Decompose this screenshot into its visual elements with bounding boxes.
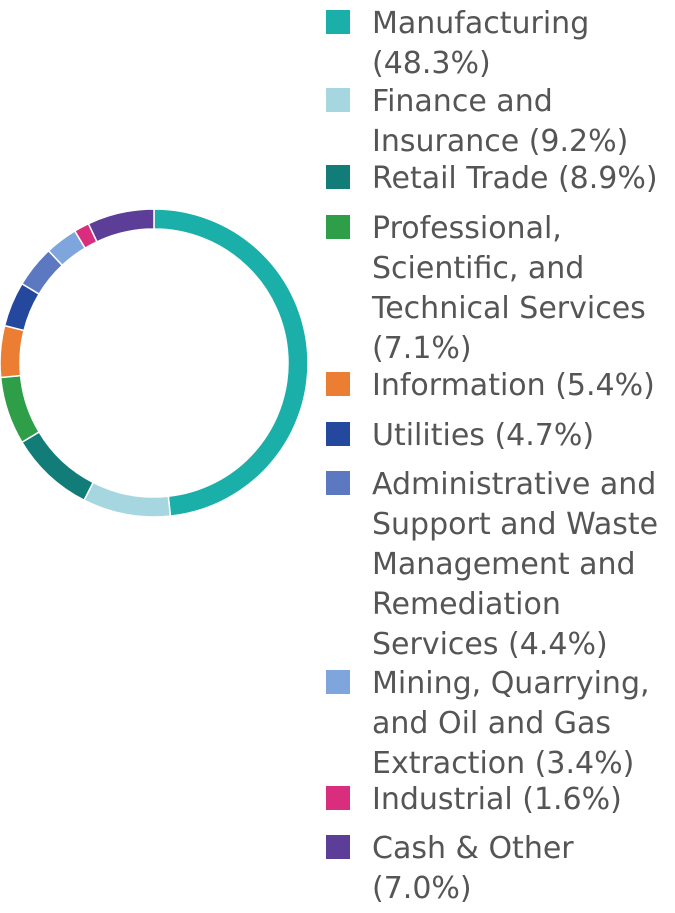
legend-label-manufacturing: Manufacturing (48.3%) [372,6,590,81]
legend-label-administrative-and-support: Administrative and Support and Waste Man… [372,467,659,662]
legend-label-professional-scientific-technical: Professional, Scientific, and Technical … [372,211,646,366]
legend-label-retail-trade: Retail Trade (8.9%) [372,161,658,196]
legend-swatch-professional-scientific-technical [326,215,350,239]
legend-label-industrial: Industrial (1.6%) [372,782,622,817]
donut-slice-cash-and-other [87,208,155,243]
legend-swatch-administrative-and-support [326,471,350,495]
legend-swatch-manufacturing [326,10,350,34]
legend-swatch-retail-trade [326,165,350,189]
donut-slice-manufacturing [153,208,309,517]
donut-slice-information [0,324,25,379]
legend-swatch-finance-and-insurance [326,88,350,112]
legend-label-mining-quarrying: Mining, Quarrying, and Oil and Gas Extra… [372,666,650,781]
donut-slice-professional-scientific-technical [0,374,41,444]
legend-label-finance-and-insurance: Finance and Insurance (9.2%) [372,84,629,159]
legend-swatch-industrial [326,786,350,810]
legend-label-information: Information (5.4%) [372,368,655,403]
legend-swatch-mining-quarrying [326,670,350,694]
legend-label-utilities: Utilities (4.7%) [372,418,595,453]
donut-slice-retail-trade [20,430,95,502]
legend-label-cash-and-other: Cash & Other (7.0%) [372,831,574,906]
donut-slice-finance-and-insurance [83,481,172,518]
donut-chart [0,208,309,518]
legend-swatch-cash-and-other [326,835,350,859]
donut-slices [0,208,309,518]
legend-swatch-information [326,372,350,396]
legend-swatch-utilities [326,422,350,446]
